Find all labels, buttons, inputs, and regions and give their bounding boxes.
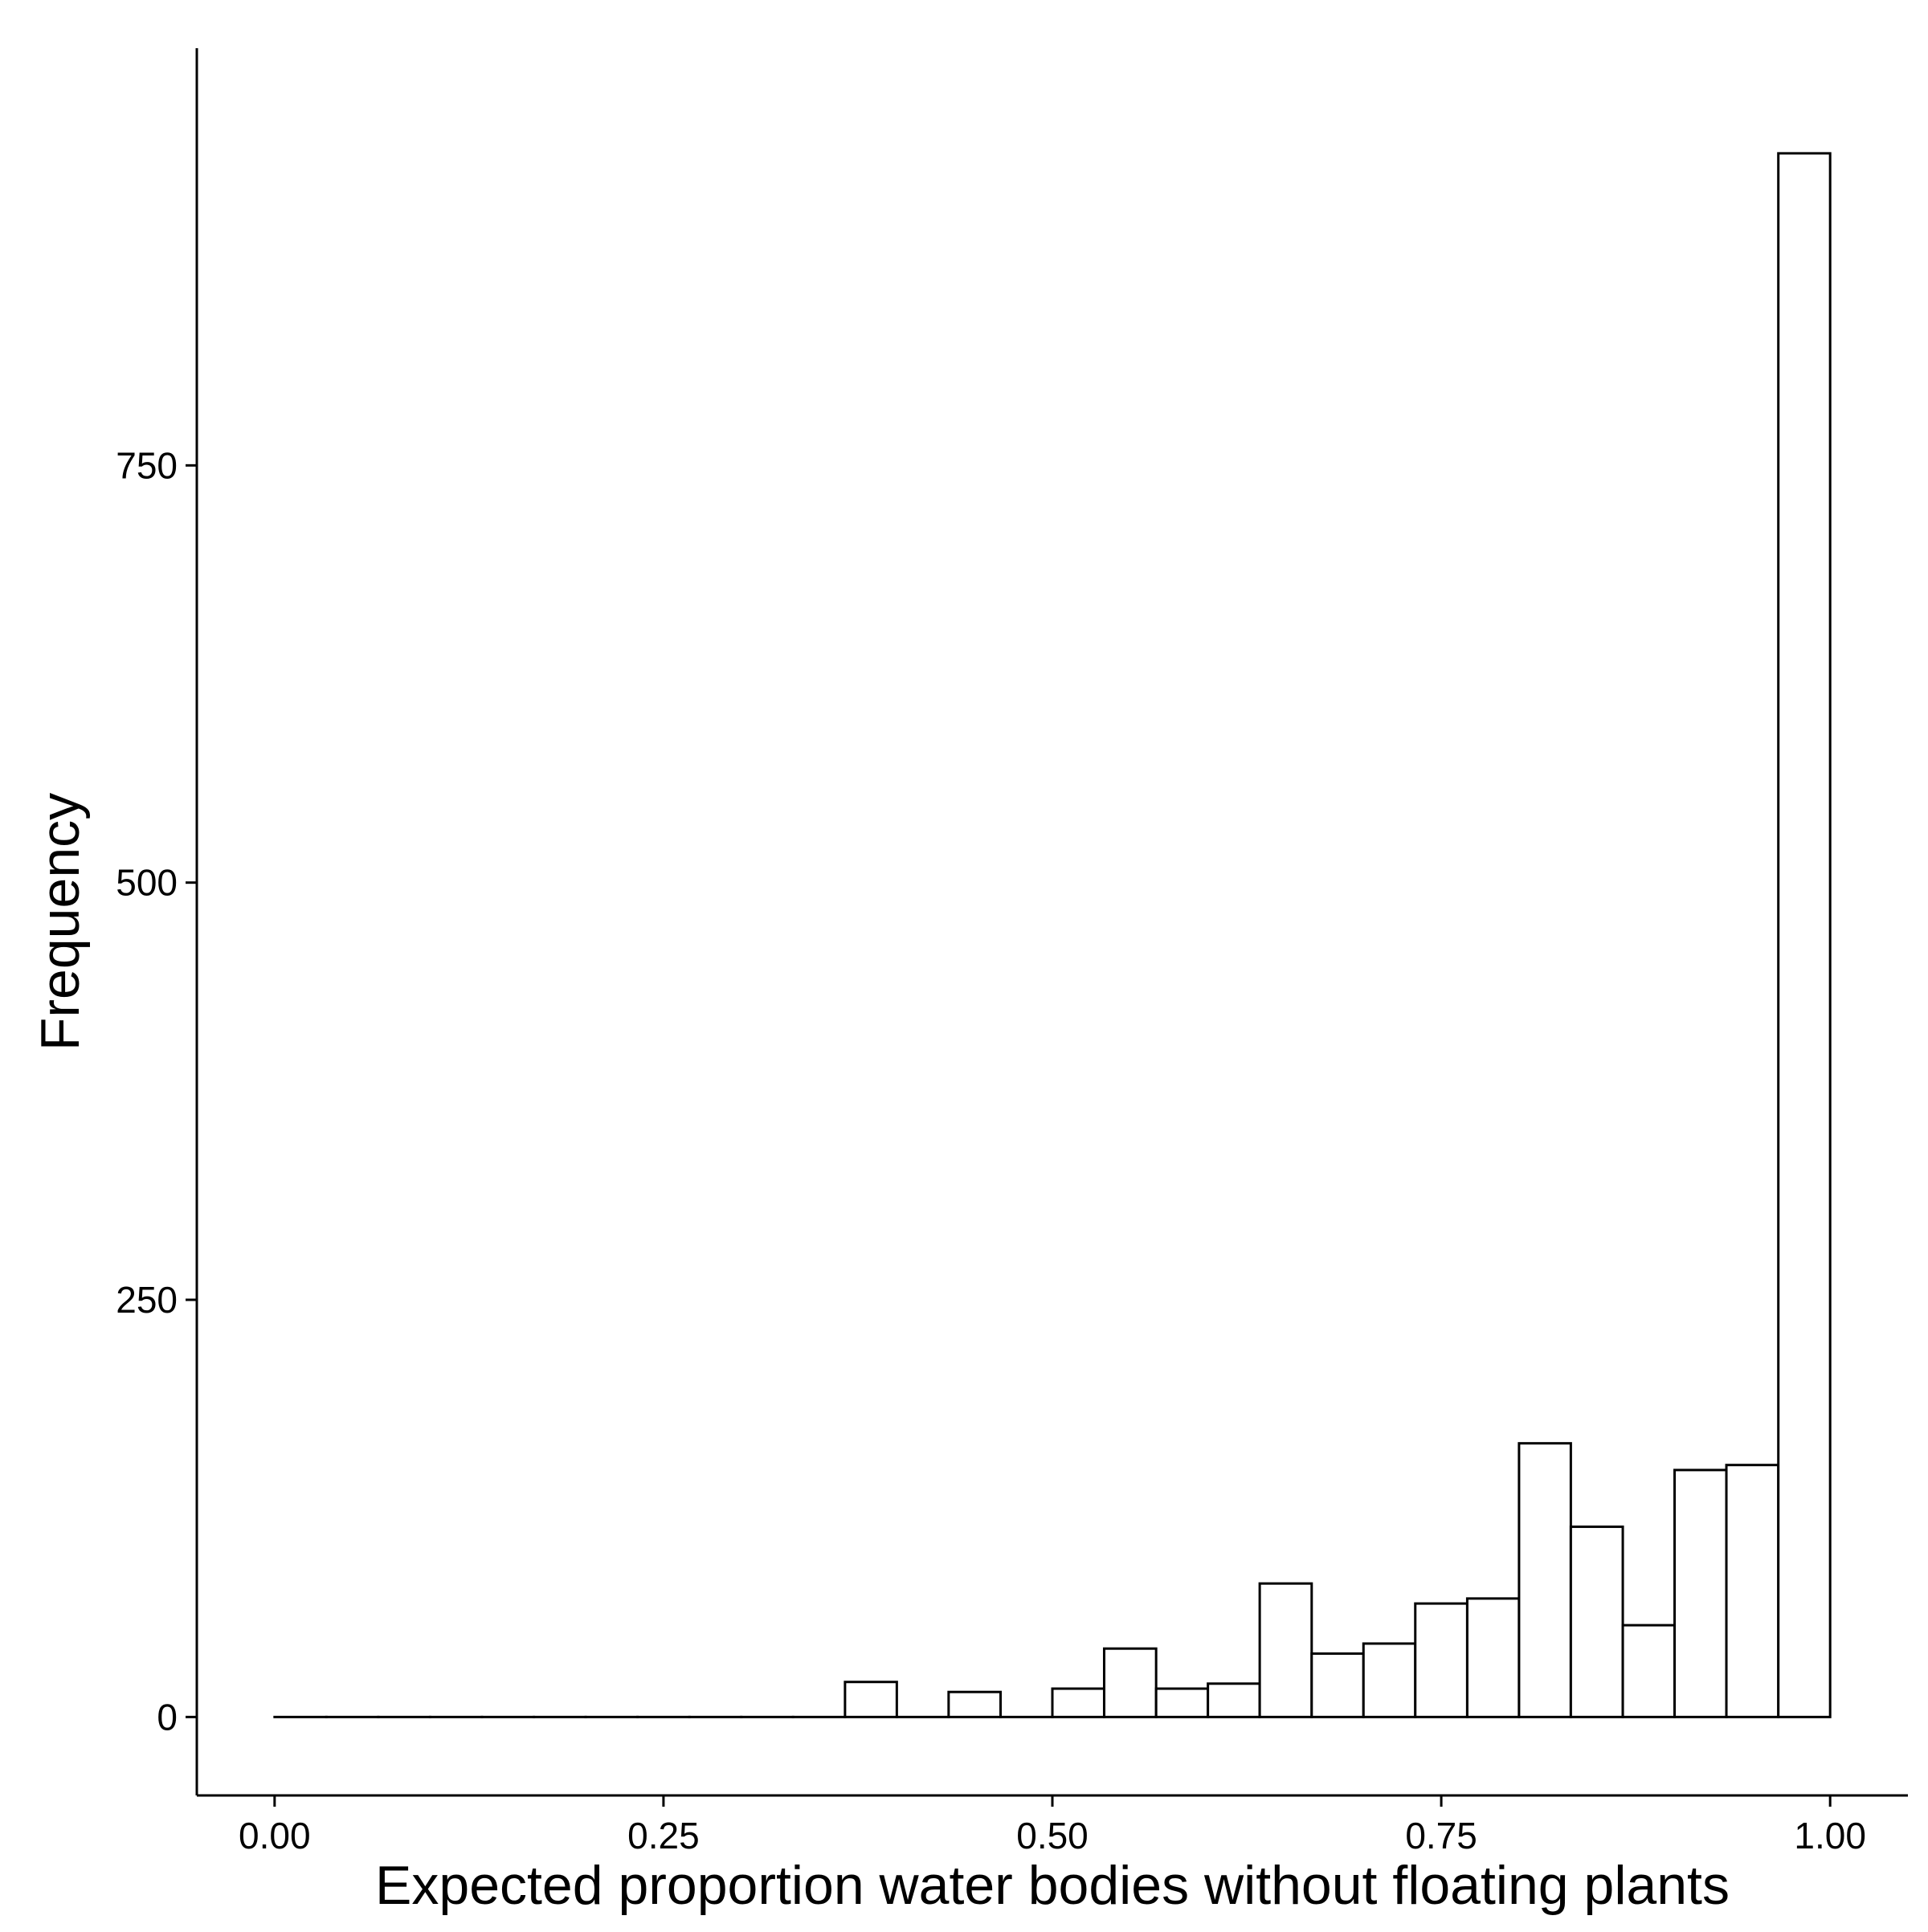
histogram-bar [845, 1682, 897, 1718]
histogram-bar [1363, 1644, 1415, 1717]
histogram-bar [1156, 1689, 1207, 1717]
histogram-bar [1467, 1599, 1518, 1717]
histogram-bar [1415, 1603, 1468, 1717]
x-tick-label: 0.00 [239, 1815, 311, 1856]
x-tick-label: 0.50 [1016, 1815, 1089, 1856]
x-tick-label: 0.25 [627, 1815, 700, 1856]
histogram-bar [1052, 1689, 1104, 1717]
x-tick-label: 0.75 [1405, 1815, 1477, 1856]
histogram-bar [949, 1692, 1001, 1717]
histogram-bar [1675, 1470, 1726, 1717]
histogram-bar [1208, 1684, 1260, 1718]
histogram-bar [1623, 1625, 1674, 1717]
histogram-bar [1260, 1583, 1312, 1717]
histogram-bar [1312, 1653, 1363, 1717]
histogram-bar [1726, 1465, 1779, 1718]
y-tick-label: 250 [116, 1279, 178, 1321]
y-tick-label: 750 [116, 444, 178, 486]
y-tick-label: 0 [157, 1696, 178, 1738]
bars-layer [275, 153, 1830, 1718]
axes-layer [197, 48, 1908, 1795]
y-axis-title: Frequency [30, 793, 91, 1051]
x-tick-label: 1.00 [1794, 1815, 1866, 1856]
histogram-bar [1571, 1527, 1623, 1718]
histogram-bar [1104, 1648, 1156, 1717]
histogram-bar [1779, 153, 1830, 1717]
histogram-bar [1519, 1444, 1571, 1718]
y-tick-label: 500 [116, 862, 178, 904]
x-axis-title: Expected proportion water bodies without… [375, 1855, 1730, 1916]
